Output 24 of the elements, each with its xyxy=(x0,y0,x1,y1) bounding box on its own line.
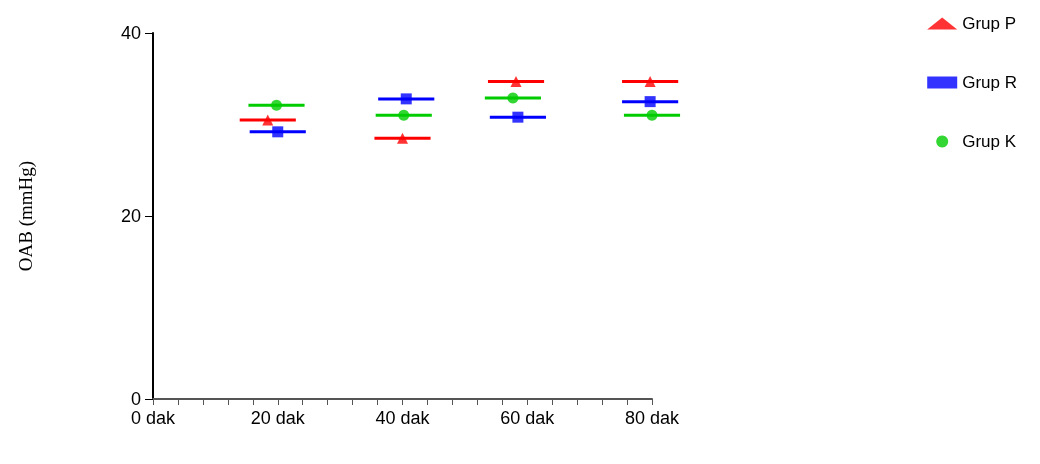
x-tick-label: 40 dak xyxy=(375,408,431,428)
x-tick-label: 80 dak xyxy=(624,408,681,428)
point xyxy=(271,99,282,111)
point xyxy=(400,93,412,105)
y-tick-label: 40 xyxy=(120,23,141,43)
point xyxy=(272,126,284,138)
legend-label: Grup R xyxy=(962,73,1017,92)
x-tick-label: 0 dak xyxy=(130,408,177,428)
point xyxy=(512,111,524,123)
y-tick-label: 20 xyxy=(120,206,141,226)
y-axis-title: OAB (mmHg) xyxy=(15,160,37,272)
x-tick-label: 60 dak xyxy=(500,408,556,428)
legend-label: Grup P xyxy=(962,14,1017,33)
point xyxy=(644,96,656,108)
point xyxy=(644,76,656,87)
x-tick-label: 20 dak xyxy=(250,408,306,428)
y-tick-label: 0 xyxy=(130,389,141,409)
point xyxy=(397,132,408,144)
point xyxy=(398,109,410,121)
legend-label: Grup K xyxy=(962,132,1017,151)
point xyxy=(646,109,658,121)
point xyxy=(510,76,522,87)
point xyxy=(507,92,519,104)
point xyxy=(262,114,274,126)
